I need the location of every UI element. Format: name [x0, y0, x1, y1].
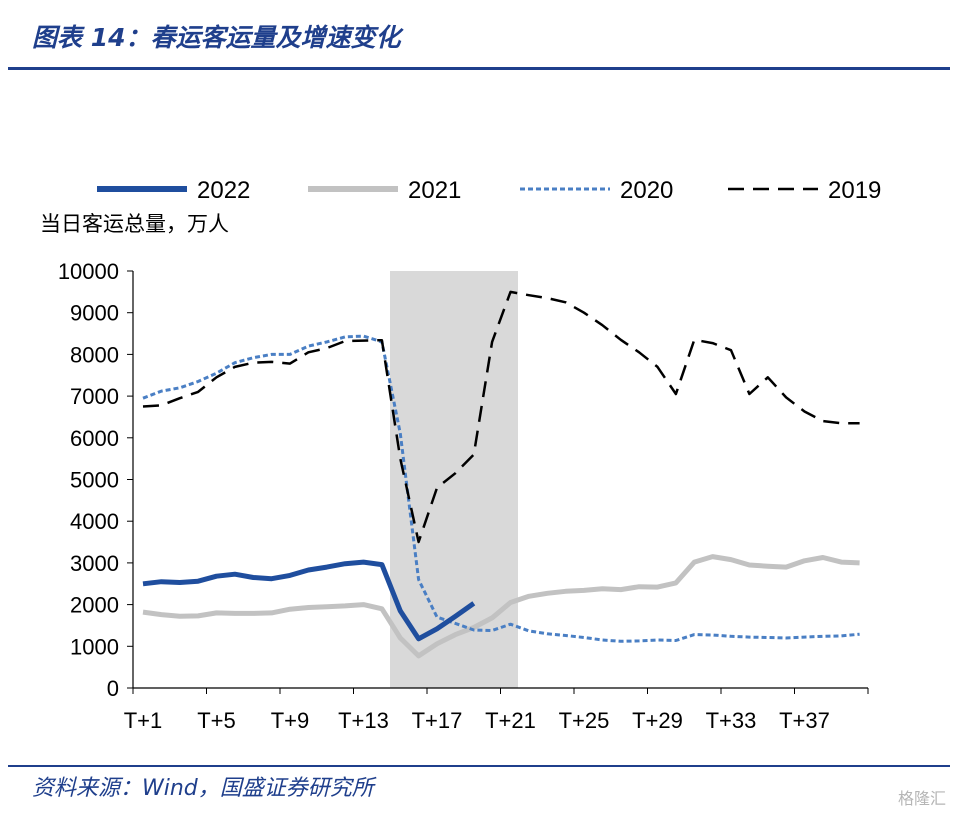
x-tick-label: T+21	[485, 708, 536, 733]
bottom-divider	[8, 765, 950, 767]
y-tick-label: 7000	[70, 384, 119, 409]
y-tick-label: 4000	[70, 509, 119, 534]
legend-label-2020: 2020	[620, 177, 673, 204]
x-tick-label: T+13	[338, 708, 389, 733]
series-lines	[142, 290, 860, 659]
legend-label-2021: 2021	[408, 177, 461, 204]
series-line-2020	[142, 334, 860, 643]
legend: 2022 2021 2020 2019	[97, 177, 881, 204]
y-tick-label: 1000	[70, 634, 119, 659]
y-tick-label: 3000	[70, 551, 119, 576]
watermark-logo: 格隆汇	[897, 789, 946, 808]
y-tick-label: 9000	[70, 301, 119, 326]
x-tick-label: T+17	[412, 708, 463, 733]
x-tick-label: T+1	[124, 708, 163, 733]
y-tick-label: 2000	[70, 593, 119, 618]
legend-label-2022: 2022	[197, 177, 250, 204]
legend-label-2019: 2019	[828, 177, 881, 204]
y-tick-label: 8000	[70, 342, 119, 367]
y-tick-label: 5000	[70, 468, 119, 493]
top-divider	[8, 67, 950, 70]
y-axis-unit-label: 当日客运总量，万人	[40, 212, 229, 236]
x-tick-label: T+25	[559, 708, 610, 733]
y-tick-label: 10000	[58, 259, 119, 284]
line-chart: 0 1000 2000 3000 4000 5000 6000 7000 8000 9000 100…	[40, 177, 881, 733]
y-tick-label: 0	[107, 676, 119, 701]
series-line-2019	[142, 290, 860, 544]
y-tick-label: 6000	[70, 426, 119, 451]
x-tick-label: T+29	[632, 708, 683, 733]
axes: 0 1000 2000 3000 4000 5000 6000 7000 8000 9000 100…	[58, 259, 869, 733]
x-tick-label: T+37	[779, 708, 830, 733]
x-tick-label: T+9	[271, 708, 310, 733]
figure-title: 图表 14：春运客运量及增速变化	[32, 23, 401, 52]
series-line-2022	[142, 559, 476, 642]
x-tick-label: T+33	[706, 708, 757, 733]
source-note: 资料来源：Wind，国盛证券研究所	[32, 776, 374, 801]
x-tick-label: T+5	[197, 708, 236, 733]
series-line-2021	[142, 554, 860, 659]
